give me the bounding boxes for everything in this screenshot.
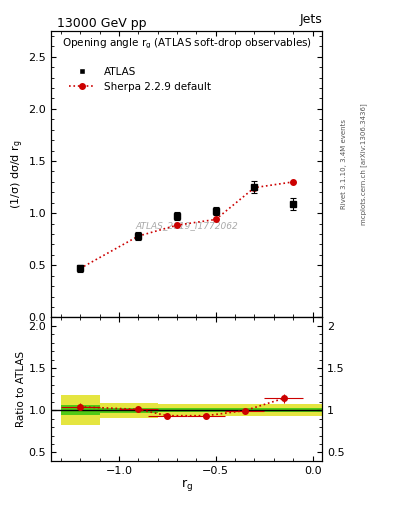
Text: mcplots.cern.ch [arXiv:1306.3436]: mcplots.cern.ch [arXiv:1306.3436] <box>360 103 367 225</box>
Text: Jets: Jets <box>299 13 322 27</box>
Text: 13000 GeV pp: 13000 GeV pp <box>57 16 146 30</box>
Y-axis label: (1/σ) dσ/d r$_\mathregular{g}$: (1/σ) dσ/d r$_\mathregular{g}$ <box>9 139 26 209</box>
Legend: ATLAS, Sherpa 2.2.9 default: ATLAS, Sherpa 2.2.9 default <box>67 65 213 94</box>
Text: Rivet 3.1.10, 3.4M events: Rivet 3.1.10, 3.4M events <box>341 119 347 209</box>
Y-axis label: Ratio to ATLAS: Ratio to ATLAS <box>16 351 26 427</box>
X-axis label: r$_\mathregular{g}$: r$_\mathregular{g}$ <box>181 477 193 493</box>
Text: Opening angle r$_\mathregular{g}$ (ATLAS soft-drop observables): Opening angle r$_\mathregular{g}$ (ATLAS… <box>62 36 312 51</box>
Text: ATLAS_2019_I1772062: ATLAS_2019_I1772062 <box>135 221 238 230</box>
